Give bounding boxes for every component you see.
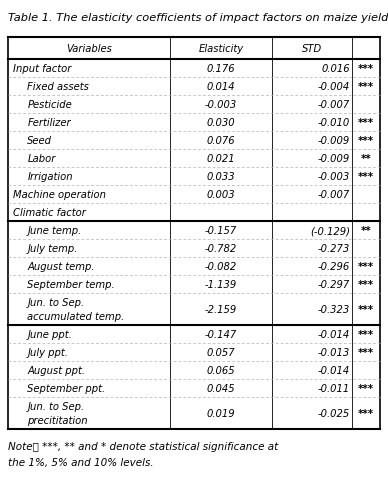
Text: Climatic factor: Climatic factor <box>13 207 86 218</box>
Text: Jun. to Sep.: Jun. to Sep. <box>28 297 85 307</box>
Text: ***: *** <box>358 408 374 418</box>
Text: ***: *** <box>358 262 374 271</box>
Text: accumulated temp.: accumulated temp. <box>28 311 125 322</box>
Text: June ppt.: June ppt. <box>28 329 72 339</box>
Text: -0.007: -0.007 <box>318 100 350 110</box>
Text: -0.014: -0.014 <box>318 365 350 375</box>
Text: ***: *** <box>358 64 374 74</box>
Text: ***: *** <box>358 305 374 314</box>
Text: 0.021: 0.021 <box>207 154 235 163</box>
Text: -0.003: -0.003 <box>205 100 237 110</box>
Text: -0.011: -0.011 <box>318 383 350 393</box>
Text: the 1%, 5% and 10% levels.: the 1%, 5% and 10% levels. <box>8 457 154 467</box>
Text: 0.065: 0.065 <box>207 365 235 375</box>
Text: -2.159: -2.159 <box>205 305 237 314</box>
Text: (-0.129): (-0.129) <box>310 225 350 236</box>
Text: Note： ***, ** and * denote statistical significance at: Note： ***, ** and * denote statistical s… <box>8 441 278 451</box>
Text: -0.025: -0.025 <box>318 408 350 418</box>
Text: 0.176: 0.176 <box>207 64 235 74</box>
Text: -0.010: -0.010 <box>318 118 350 128</box>
Text: Irrigation: Irrigation <box>28 172 73 182</box>
Text: -0.007: -0.007 <box>318 190 350 200</box>
Text: September ppt.: September ppt. <box>28 383 106 393</box>
Text: Input factor: Input factor <box>13 64 71 74</box>
Text: ***: *** <box>358 280 374 289</box>
Text: Machine operation: Machine operation <box>13 190 106 200</box>
Text: -0.323: -0.323 <box>318 305 350 314</box>
Text: -0.004: -0.004 <box>318 82 350 92</box>
Text: 0.030: 0.030 <box>207 118 235 128</box>
Text: 0.019: 0.019 <box>207 408 235 418</box>
Text: -0.003: -0.003 <box>318 172 350 182</box>
Text: Table 1. The elasticity coefficients of impact factors on maize yield: Table 1. The elasticity coefficients of … <box>8 13 388 23</box>
Text: 0.003: 0.003 <box>207 190 235 200</box>
Text: June temp.: June temp. <box>28 225 81 236</box>
Text: Elasticity: Elasticity <box>198 44 244 54</box>
Text: Seed: Seed <box>28 136 52 146</box>
Text: 0.016: 0.016 <box>322 64 350 74</box>
Text: ***: *** <box>358 136 374 146</box>
Text: -0.082: -0.082 <box>205 262 237 271</box>
Text: -0.782: -0.782 <box>205 244 237 253</box>
Text: 0.033: 0.033 <box>207 172 235 182</box>
Text: -1.139: -1.139 <box>205 280 237 289</box>
Text: August temp.: August temp. <box>28 262 95 271</box>
Text: August ppt.: August ppt. <box>28 365 85 375</box>
Text: Labor: Labor <box>28 154 56 163</box>
Text: ***: *** <box>358 347 374 357</box>
Text: 0.014: 0.014 <box>207 82 235 92</box>
Text: -0.013: -0.013 <box>318 347 350 357</box>
Text: -0.147: -0.147 <box>205 329 237 339</box>
Text: -0.296: -0.296 <box>318 262 350 271</box>
Text: ***: *** <box>358 172 374 182</box>
Text: 0.045: 0.045 <box>207 383 235 393</box>
Text: September temp.: September temp. <box>28 280 115 289</box>
Text: STD: STD <box>302 44 322 54</box>
Text: ***: *** <box>358 329 374 339</box>
Text: ***: *** <box>358 383 374 393</box>
Text: Fixed assets: Fixed assets <box>28 82 89 92</box>
Text: July ppt.: July ppt. <box>28 347 68 357</box>
Text: -0.009: -0.009 <box>318 154 350 163</box>
Text: Jun. to Sep.: Jun. to Sep. <box>28 401 85 411</box>
Text: ***: *** <box>358 118 374 128</box>
Text: -0.009: -0.009 <box>318 136 350 146</box>
Text: ***: *** <box>358 82 374 92</box>
Text: -0.297: -0.297 <box>318 280 350 289</box>
Text: July temp.: July temp. <box>28 244 78 253</box>
Text: -0.157: -0.157 <box>205 225 237 236</box>
Text: Pesticide: Pesticide <box>28 100 72 110</box>
Text: 0.057: 0.057 <box>207 347 235 357</box>
Text: Variables: Variables <box>66 44 112 54</box>
Text: -0.273: -0.273 <box>318 244 350 253</box>
Text: Fertilizer: Fertilizer <box>28 118 71 128</box>
Text: **: ** <box>361 154 371 163</box>
Text: -0.014: -0.014 <box>318 329 350 339</box>
Text: 0.076: 0.076 <box>207 136 235 146</box>
Text: **: ** <box>361 225 371 236</box>
Text: precititation: precititation <box>28 415 88 425</box>
